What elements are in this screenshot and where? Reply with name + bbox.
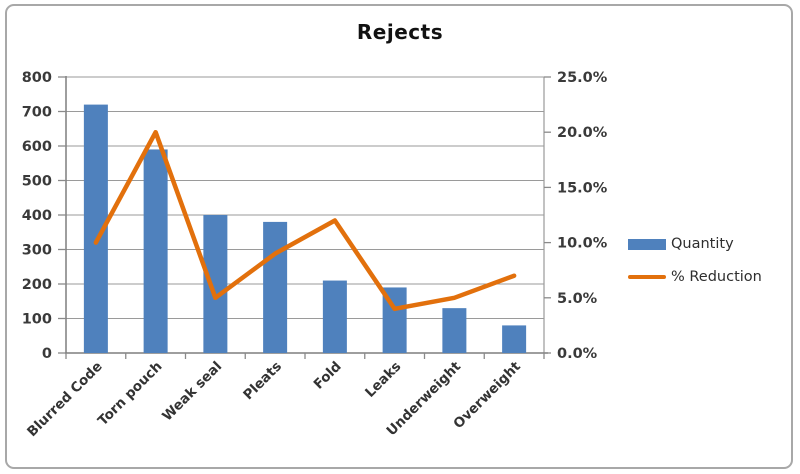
right-axis-label: 25.0%	[557, 70, 608, 86]
category-label: Pleats	[240, 359, 285, 404]
left-axis-label: 600	[22, 139, 52, 155]
right-axis-label: 5.0%	[557, 291, 598, 307]
category-label: Fold	[311, 359, 345, 393]
bar	[263, 221, 288, 353]
right-axis-label: 10.0%	[557, 236, 608, 252]
category-label: Weak seal	[159, 359, 225, 425]
left-axis-label: 400	[22, 208, 52, 224]
quantity-swatch-icon	[628, 238, 666, 250]
legend-item-reduction: % Reduction	[628, 267, 762, 287]
legend-item-quantity: Quantity	[628, 234, 762, 254]
right-axis-label: 15.0%	[557, 180, 608, 196]
legend-label-quantity: Quantity	[671, 236, 734, 252]
chart-title: Rejects	[356, 20, 444, 44]
chart-frame	[5, 4, 793, 469]
category-label: Leaks	[362, 359, 404, 401]
bar	[322, 280, 347, 353]
right-axis-label: 0.0%	[557, 346, 598, 362]
left-axis-label: 300	[22, 243, 52, 259]
left-axis-label: 700	[22, 105, 52, 121]
bar	[203, 215, 228, 353]
reduction-line	[93, 129, 517, 312]
category-label: Blurred Code	[24, 359, 106, 441]
bar	[143, 149, 168, 353]
bar	[502, 325, 527, 353]
bar	[442, 308, 467, 353]
left-axis-label: 0	[42, 346, 52, 362]
left-axis-label: 800	[22, 70, 52, 86]
legend-label-reduction: % Reduction	[671, 269, 762, 285]
reduction-swatch-icon	[628, 274, 666, 280]
category-label: Torn pouch	[95, 359, 166, 430]
left-axis-label: 500	[22, 174, 52, 190]
left-axis-label: 200	[22, 277, 52, 293]
legend: Quantity % Reduction	[628, 234, 762, 287]
left-axis-label: 100	[22, 312, 52, 328]
right-axis-label: 20.0%	[557, 125, 608, 141]
